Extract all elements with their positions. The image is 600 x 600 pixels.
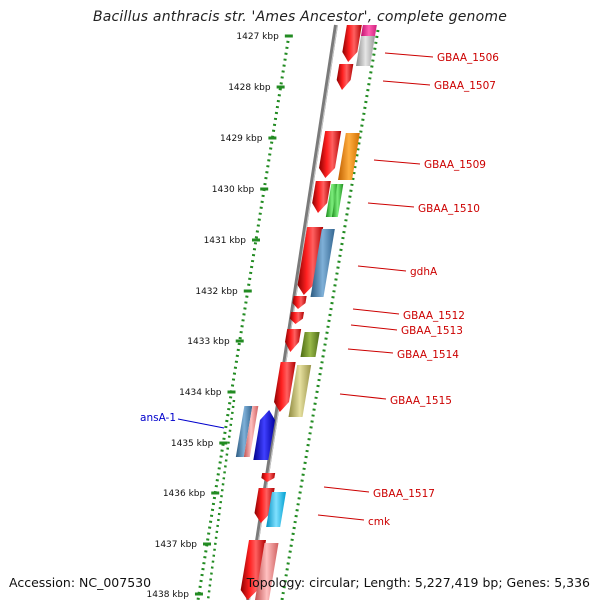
kbp-tick-label: 1432 kbp (195, 287, 238, 297)
gene-label: GBAA_1515 (390, 395, 452, 407)
gene-block (325, 184, 339, 217)
gene-arrow (240, 540, 266, 600)
kbp-tick-label: 1427 kbp (236, 32, 279, 42)
gene-arrow (289, 312, 304, 324)
gene-label: gdhA (410, 266, 438, 278)
kbp-tick-label: 1431 kbp (204, 236, 247, 246)
kbp-tick-label: 1430 kbp (212, 185, 255, 195)
gene-arrow (342, 25, 362, 62)
gene-label: GBAA_1514 (397, 349, 459, 361)
gene-label-leader-line (339, 393, 387, 400)
gene-label: GBAA_1512 (403, 310, 465, 322)
gene-arrow (297, 227, 324, 295)
gene-label-leader-line (384, 52, 434, 58)
gene-block (310, 229, 335, 297)
gene-label-leader-line (323, 486, 370, 493)
gene-arrow (319, 131, 342, 178)
gene-block (266, 492, 286, 527)
gene-block (361, 25, 377, 36)
gene-arrow (336, 64, 354, 90)
gene-label-leader-line (352, 308, 400, 315)
gene-label: GBAA_1507 (434, 80, 496, 92)
gene-block (235, 406, 253, 457)
kbp-tick-label: 1433 kbp (187, 337, 230, 347)
kbp-tick-label: 1435 kbp (171, 439, 214, 449)
gene-label: GBAA_1506 (437, 52, 499, 64)
gene-label-leader-line (177, 418, 225, 429)
gene-block (300, 332, 320, 357)
reverse-track-dotted-line (206, 399, 236, 600)
kbp-tick-label: 1437 kbp (155, 540, 198, 550)
genome-summary-text: Topology: circular; Length: 5,227,419 bp… (246, 575, 590, 590)
gene-arrow (261, 473, 276, 482)
gene-label-leader-line (317, 514, 365, 521)
gene-block (255, 543, 279, 600)
gene-label-leader-line (350, 324, 398, 331)
gene-arrow (285, 329, 302, 352)
gene-label: cmk (368, 516, 391, 528)
kbp-tick-label: 1428 kbp (228, 83, 271, 93)
kbp-tick-label: 1436 kbp (163, 489, 206, 499)
gene-arrow (274, 362, 296, 412)
gene-label-leader-line (373, 159, 421, 165)
gene-block (331, 184, 344, 217)
forward-track-dotted-line (280, 29, 380, 600)
kbp-tick-label: 1429 kbp (220, 134, 263, 144)
gene-label-leader-line (347, 348, 394, 354)
gene-block (356, 36, 375, 66)
map-title: Bacillus anthracis str. 'Ames Ancestor',… (92, 9, 508, 25)
gene-label: ansA-1 (140, 412, 176, 424)
gene-label: GBAA_1517 (373, 488, 435, 500)
gene-label: GBAA_1509 (424, 159, 486, 171)
kbp-tick-label: 1434 kbp (179, 388, 222, 398)
gene-arrow (292, 296, 307, 309)
gene-arrow (253, 410, 275, 460)
gene-label-leader-line (382, 80, 431, 86)
gene-block (288, 365, 312, 417)
accession-text: Accession: NC_007530 (9, 575, 152, 590)
gene-label: GBAA_1510 (418, 203, 480, 215)
gene-label: GBAA_1513 (401, 325, 463, 337)
gene-label-leader-line (357, 265, 407, 272)
gene-block (243, 406, 259, 457)
kbp-tick-label: 1438 kbp (147, 590, 190, 600)
gene-arrow (312, 181, 331, 213)
gene-label-leader-line (367, 202, 415, 208)
gene-arrow (254, 488, 275, 523)
gene-block (338, 133, 360, 180)
